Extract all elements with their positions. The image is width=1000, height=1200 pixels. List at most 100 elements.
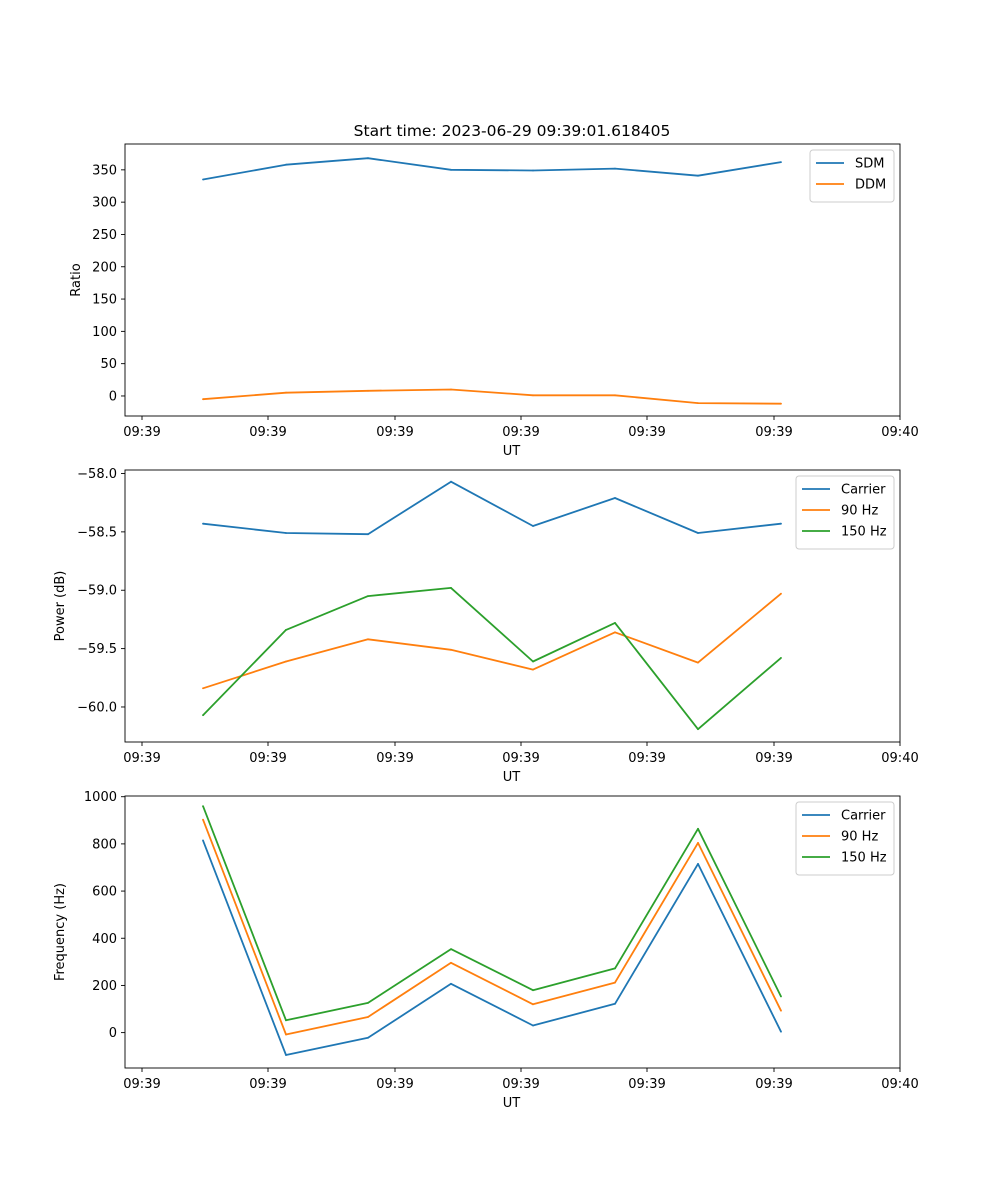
data-point-ddm-7 (780, 402, 782, 405)
data-point-90-hz-3 (450, 961, 452, 964)
x-tick-label: 09:39 (502, 425, 539, 440)
data-point-90-hz-5 (614, 981, 616, 984)
series-line-sdm (202, 157, 782, 181)
subplot-1: 09:39 09:39 09:39 09:39 09:39 09:39 09:40 0 50 10… (69, 143, 919, 459)
y-tick-label: 200 (92, 260, 117, 275)
legend: Carrier 90 Hz 150 Hz (795, 801, 895, 876)
y-tick-label: 400 (92, 932, 117, 947)
data-point-90-hz-1 (285, 1033, 287, 1036)
x-tick-label: 09:39 (628, 1077, 665, 1092)
data-point-90-hz-6 (697, 842, 699, 844)
legend-label: 90 Hz (841, 830, 878, 845)
data-point-sdm-2 (367, 157, 369, 160)
data-point-90-hz-0 (202, 687, 204, 690)
data-point-ddm-6 (697, 402, 699, 404)
data-point-150-hz-2 (367, 1002, 369, 1004)
legend-label: Carrier (841, 483, 886, 498)
series-line-ddm (202, 388, 782, 405)
data-point-150-hz-1 (285, 629, 287, 631)
data-point-90-hz-7 (780, 592, 782, 595)
x-tick-label: 09:39 (502, 1077, 539, 1092)
data-point-ddm-1 (285, 391, 287, 394)
x-tick-label: 09:39 (249, 751, 286, 766)
y-tick-label: −58.0 (77, 467, 117, 482)
data-point-carrier-7 (780, 1030, 782, 1033)
data-point-sdm-6 (697, 174, 699, 177)
legend-label: 150 Hz (841, 525, 887, 540)
y-tick-label: 600 (92, 885, 117, 900)
data-point-carrier-6 (697, 863, 699, 865)
y-tick-label: 350 (92, 163, 117, 178)
y-tick-label: 0 (109, 1026, 117, 1041)
data-point-carrier-7 (780, 522, 782, 525)
data-point-carrier-2 (367, 533, 369, 536)
legend-label: Carrier (841, 809, 886, 824)
data-point-carrier-3 (450, 480, 452, 483)
data-point-90-hz-5 (614, 631, 616, 634)
data-point-150-hz-6 (697, 827, 699, 830)
data-point-150-hz-3 (450, 587, 452, 589)
figure-title: Start time: 2023-06-29 09:39:01.618405 (354, 122, 671, 140)
data-point-90-hz-3 (450, 648, 452, 651)
data-point-carrier-2 (367, 1036, 369, 1039)
y-tick-label: −59.5 (77, 642, 117, 657)
x-tick-label: 09:40 (881, 425, 918, 440)
legend-label: SDM (855, 157, 884, 172)
y-tick-label: −60.0 (77, 700, 117, 715)
data-point-150-hz-5 (614, 967, 616, 970)
y-tick-label: 300 (92, 196, 117, 211)
y-tick-label: 1000 (84, 790, 117, 805)
data-point-carrier-3 (450, 982, 452, 985)
series-line-carrier (202, 840, 782, 1056)
data-point-ddm-4 (532, 394, 534, 397)
y-tick-label: 200 (92, 979, 117, 994)
y-axis-label: Power (dB) (53, 571, 68, 642)
data-point-ddm-3 (450, 388, 452, 391)
x-tick-label: 09:39 (502, 751, 539, 766)
x-tick-label: 09:39 (755, 751, 792, 766)
x-tick-label: 09:39 (123, 751, 160, 766)
x-tick-label: 09:39 (628, 751, 665, 766)
data-point-sdm-7 (780, 161, 782, 164)
data-point-ddm-2 (367, 389, 369, 392)
data-point-150-hz-7 (780, 995, 782, 998)
data-point-carrier-5 (614, 497, 616, 499)
data-point-carrier-5 (614, 1002, 616, 1005)
x-tick-label: 09:39 (376, 751, 413, 766)
axes-frame (124, 469, 901, 743)
data-point-sdm-4 (532, 169, 534, 172)
legend: SDM DDM (809, 149, 895, 203)
series-line-carrier (202, 480, 782, 536)
data-point-carrier-1 (285, 1054, 287, 1056)
legend-label: 90 Hz (841, 504, 878, 519)
data-point-150-hz-0 (202, 805, 204, 807)
legend-label: DDM (855, 178, 886, 193)
data-point-90-hz-0 (202, 818, 204, 821)
data-point-sdm-1 (285, 163, 287, 166)
x-tick-label: 09:39 (376, 1077, 413, 1092)
data-point-150-hz-6 (697, 728, 699, 731)
x-tick-label: 09:39 (376, 425, 413, 440)
data-point-ddm-0 (202, 398, 204, 401)
y-tick-label: 50 (100, 357, 117, 372)
data-point-carrier-4 (532, 525, 534, 527)
y-axis-label: Frequency (Hz) (53, 883, 68, 981)
data-point-carrier-0 (202, 522, 204, 525)
data-point-90-hz-4 (532, 1003, 534, 1006)
subplot-3: 09:39 09:39 09:39 09:39 09:39 09:39 09:40 0 200 4… (53, 790, 919, 1111)
x-tick-label: 09:39 (755, 425, 792, 440)
data-point-carrier-6 (697, 532, 699, 534)
data-point-carrier-1 (285, 532, 287, 534)
x-tick-label: 09:39 (249, 1077, 286, 1092)
x-tick-label: 09:39 (123, 1077, 160, 1092)
data-point-carrier-0 (202, 839, 204, 842)
data-point-sdm-3 (450, 168, 452, 171)
x-tick-label: 09:39 (755, 1077, 792, 1092)
legend-label: 150 Hz (841, 851, 887, 866)
x-tick-label: 09:40 (881, 1077, 918, 1092)
axes-frame (124, 143, 901, 417)
data-point-150-hz-1 (285, 1019, 287, 1022)
y-tick-label: 250 (92, 228, 117, 243)
data-point-90-hz-2 (367, 638, 369, 641)
